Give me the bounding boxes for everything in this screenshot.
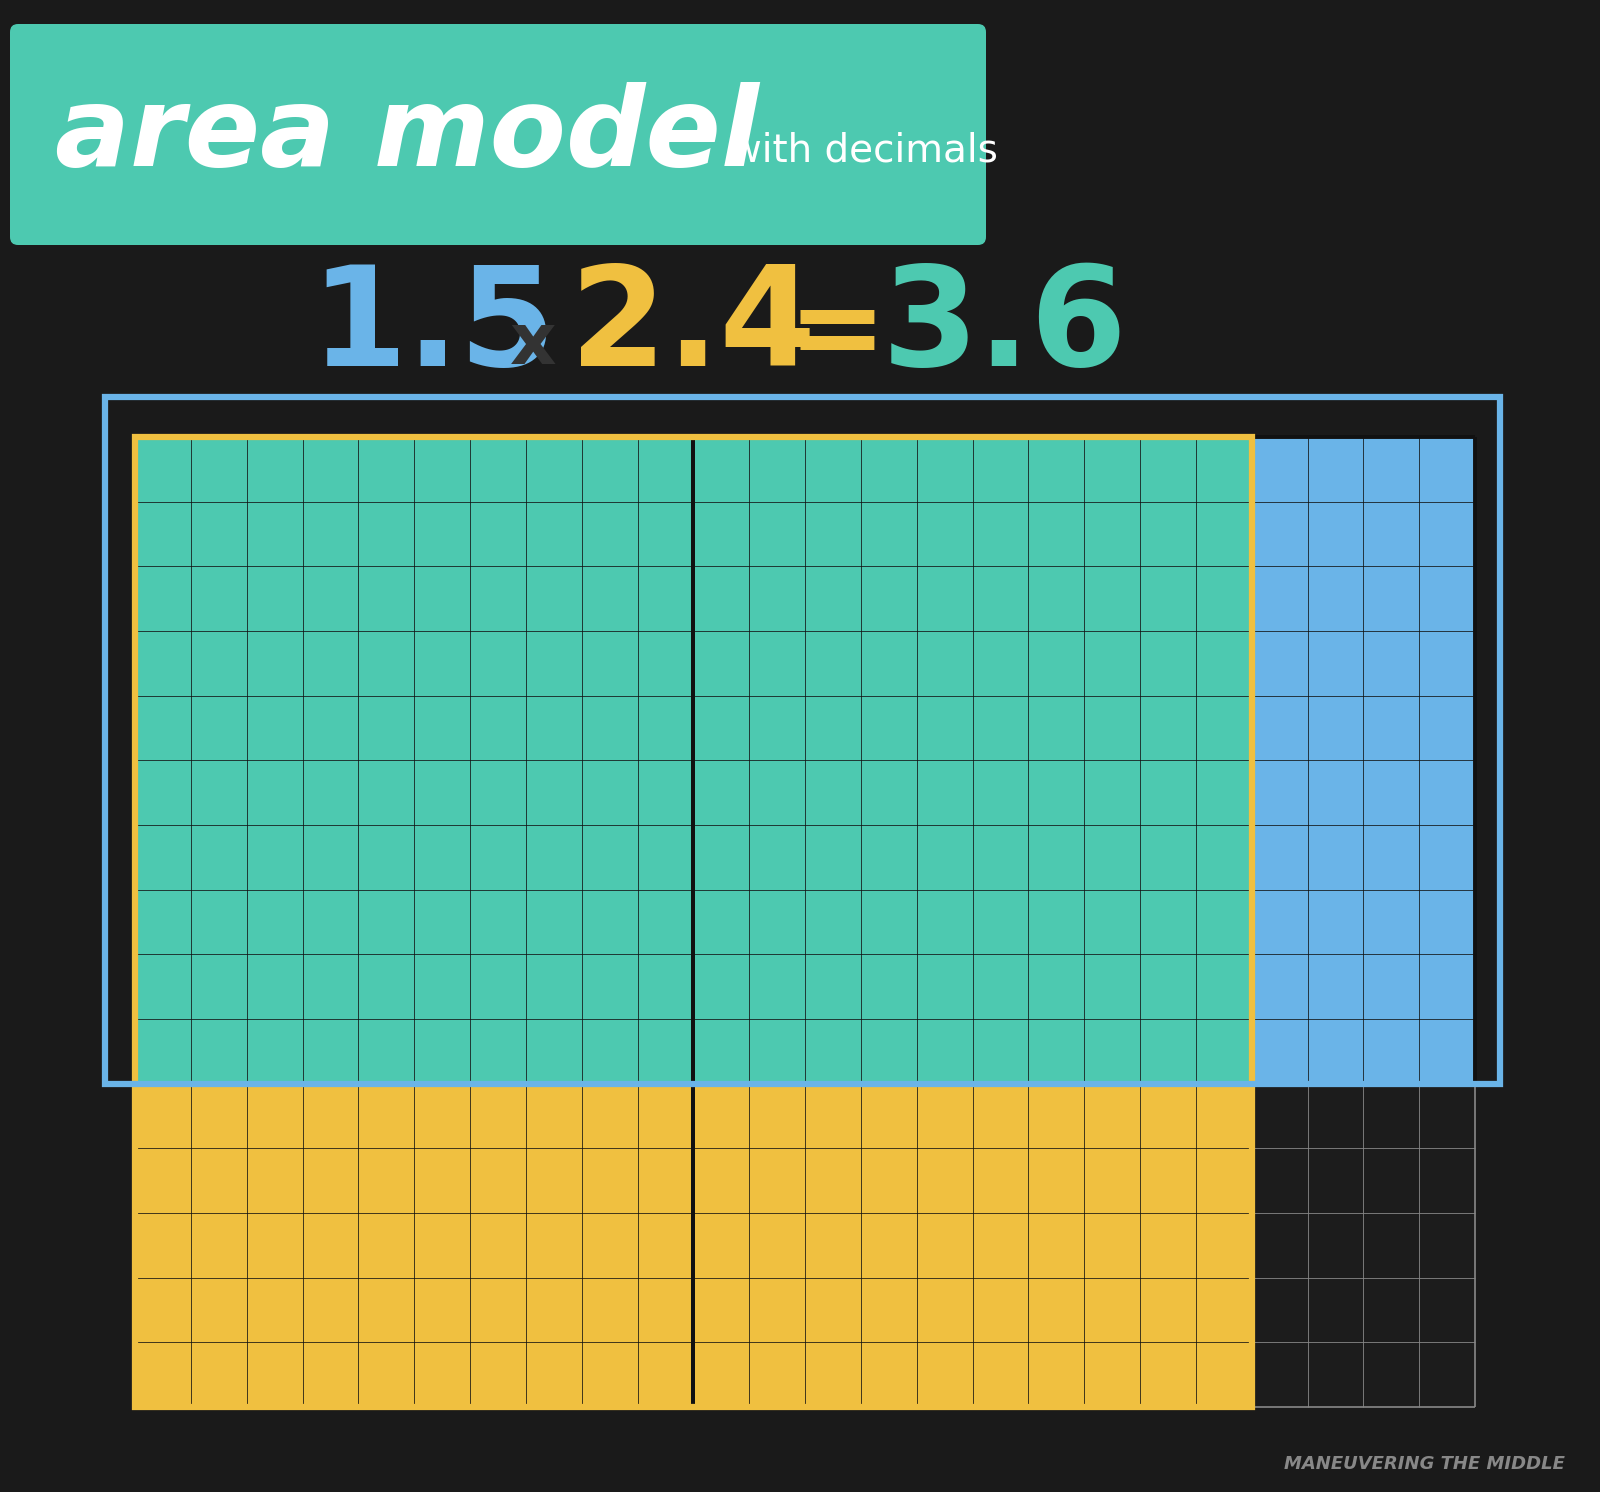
Text: area model: area model — [54, 82, 758, 188]
Text: 3.6: 3.6 — [882, 260, 1128, 394]
Bar — [134, 437, 693, 1083]
Bar — [134, 1083, 693, 1407]
Text: with decimals: with decimals — [730, 131, 998, 169]
Text: 2.4: 2.4 — [570, 260, 816, 394]
Bar — [106, 397, 1501, 1083]
Text: MANEUVERING THE MIDDLE: MANEUVERING THE MIDDLE — [1285, 1455, 1565, 1473]
Bar — [1251, 437, 1475, 1083]
Bar — [134, 437, 1251, 1407]
Bar — [693, 437, 1251, 1083]
FancyBboxPatch shape — [10, 24, 986, 245]
Bar — [1251, 1083, 1475, 1407]
Text: 1.5: 1.5 — [310, 260, 555, 394]
Text: =: = — [787, 278, 886, 392]
Bar — [693, 1083, 1251, 1407]
Text: x: x — [510, 310, 557, 379]
